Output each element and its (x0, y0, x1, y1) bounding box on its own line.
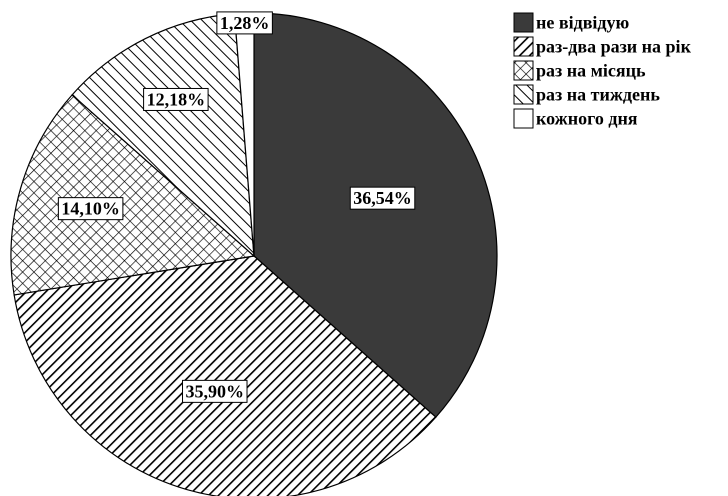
legend-label: не відвідую (536, 13, 630, 33)
slice-value-label: 12,18% (144, 88, 209, 110)
legend: не відвідую раз-два рази на рік раз на міс… (514, 13, 692, 129)
slice-value-label: 14,10% (58, 198, 123, 220)
legend-label: раз-два рази на рік (536, 37, 692, 57)
legend-swatch (514, 85, 533, 104)
legend-label: кожного дня (536, 109, 638, 129)
legend-item: кожного дня (514, 109, 638, 129)
slice-value-text: 12,18% (147, 89, 206, 109)
pie-slices (11, 13, 497, 496)
legend-swatch (514, 109, 533, 128)
slice-value-text: 35,90% (186, 381, 245, 401)
slice-value-label: 35,90% (183, 380, 248, 402)
legend-label: раз на тиждень (536, 85, 660, 105)
slice-value-label: 36,54% (350, 187, 415, 209)
slice-value-text: 1,28% (220, 13, 270, 33)
legend-swatch (514, 61, 533, 80)
legend-label: раз на місяць (536, 61, 646, 81)
slice-value-text: 14,10% (61, 199, 120, 219)
legend-swatch (514, 37, 533, 56)
legend-item: раз на місяць (514, 61, 646, 81)
legend-item: не відвідую (514, 13, 630, 33)
legend-swatch (514, 13, 533, 32)
slice-value-label: 1,28% (217, 12, 273, 34)
slice-value-text: 36,54% (353, 188, 412, 208)
legend-item: раз-два рази на рік (514, 37, 692, 57)
legend-item: раз на тиждень (514, 85, 660, 105)
